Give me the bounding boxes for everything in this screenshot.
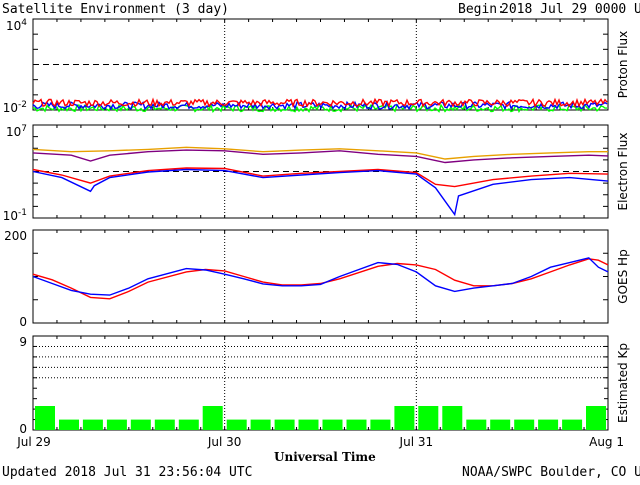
panel-3-frame — [32, 335, 609, 431]
kp-bar — [202, 406, 223, 430]
kp-bar — [442, 406, 463, 430]
begin-value: 2018 Jul 29 0000 UTC — [501, 2, 640, 17]
kp-bar — [274, 419, 295, 430]
x-tick-label: Jul 30 — [207, 435, 242, 449]
kp-bar — [250, 419, 271, 430]
kp-bar — [418, 406, 439, 430]
panel-1-ylabel: Electron Flux — [616, 133, 630, 211]
chart-title: Satellite Environment (3 day) — [2, 2, 229, 17]
kp-bar — [130, 419, 151, 430]
panel-1-ytick-top: 107 — [6, 124, 27, 139]
begin-label: Begin: — [458, 2, 505, 17]
panel-2-ytick-bottom: 0 — [19, 315, 27, 329]
kp-bar — [322, 419, 343, 430]
kp-bar — [82, 419, 103, 430]
kp-bar — [514, 419, 535, 430]
kp-bar — [466, 419, 487, 430]
kp-bar — [106, 419, 127, 430]
kp-bar — [562, 419, 583, 430]
panel-2-frame — [32, 229, 609, 324]
x-tick-label: Aug 1 — [589, 435, 624, 449]
kp-bar — [346, 419, 367, 430]
hp-series-red — [32, 258, 609, 300]
kp-bar — [538, 419, 559, 430]
proton-series-red — [32, 97, 608, 109]
electron-series-purple — [32, 149, 609, 164]
kp-bar — [394, 406, 415, 430]
kp-bar — [490, 419, 511, 430]
panel-0-frame — [32, 18, 609, 111]
kp-bar — [586, 406, 606, 430]
hp-series-blue — [32, 257, 609, 296]
kp-bar — [35, 406, 55, 430]
panel-2-ylabel: GOES Hp — [616, 249, 630, 303]
panel-1-frame — [32, 124, 609, 219]
kp-bar — [154, 419, 175, 430]
kp-bar — [59, 419, 79, 430]
panel-3-ytick-top: 9 — [19, 335, 27, 349]
panel-0-ytick-top: 104 — [6, 18, 27, 33]
x-axis-label: Universal Time — [274, 450, 376, 464]
x-tick-label: Jul 29 — [16, 435, 51, 449]
credit-text: NOAA/SWPC Boulder, CO USA — [462, 465, 640, 480]
panel-3-ytick-bottom: 0 — [19, 422, 27, 436]
panels: Proton Flux 104 10-2 Electron Flux 107 10-1 GO… — [3, 18, 630, 449]
panel-2-ytick-top: 200 — [4, 229, 27, 243]
x-tick-label: Jul 31 — [399, 435, 434, 449]
panel-3-ylabel: Estimated Kp — [616, 343, 630, 423]
panel-0-ylabel: Proton Flux — [616, 31, 630, 98]
panel-1-ytick-bottom: 10-1 — [3, 208, 27, 223]
kp-bar — [178, 419, 199, 430]
electron-series-blue — [32, 168, 609, 217]
kp-bar — [298, 419, 319, 430]
updated-timestamp: Updated 2018 Jul 31 23:56:04 UTC — [2, 465, 252, 480]
panel-0-ytick-bottom: 10-2 — [3, 100, 27, 115]
proton-series-blue — [32, 99, 608, 111]
kp-bar — [226, 419, 247, 430]
electron-series-red — [32, 167, 609, 188]
kp-bar — [370, 419, 391, 430]
electron-series-orange — [32, 146, 608, 160]
